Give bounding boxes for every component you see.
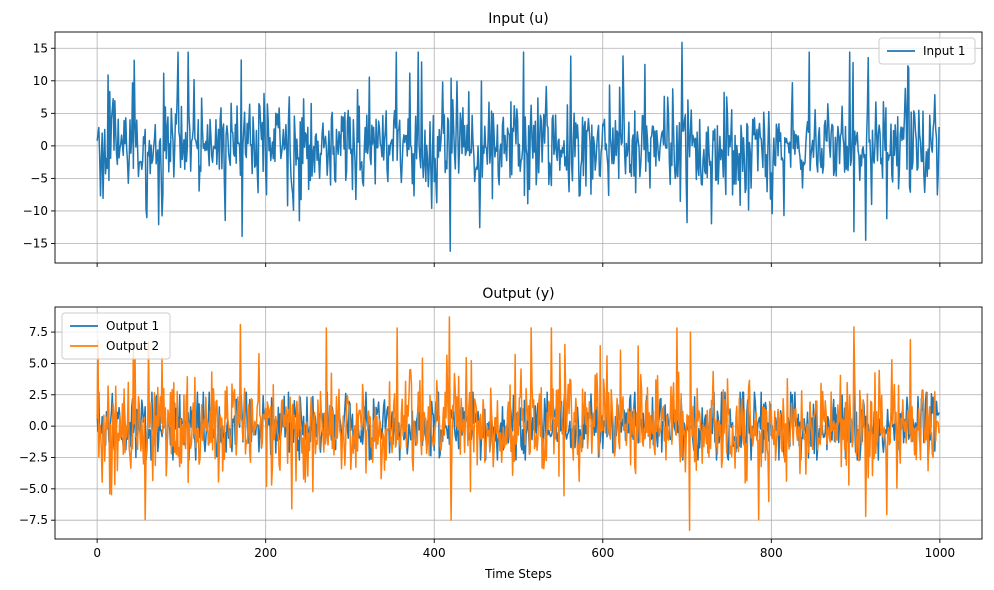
subplot-title: Input (u) [488,11,549,27]
y-tick-label: 15 [33,41,48,55]
y-tick-label: −2.5 [19,450,48,464]
subplot-title: Output (y) [482,286,554,302]
y-tick-label: −5 [30,171,48,185]
y-tick-label: −15 [23,236,48,250]
legend-label: Output 1 [106,319,159,333]
y-tick-label: 0.0 [29,419,48,433]
legend-frame [61,312,171,360]
x-tick-label: 200 [254,546,277,560]
x-tick-label: 800 [760,546,783,560]
y-tick-label: −10 [23,204,48,218]
axes-frame [54,306,983,540]
legend-label: Output 2 [106,339,159,353]
legend: Output 1 Output 2 [61,312,171,360]
x-tick-label: 1000 [925,546,956,560]
subplot-2: 0 200 400 600 800 1000 −7.5 −5.0 −2.5 0.0 2.5 5.0 7.… [19,286,983,581]
y-tick-label: −5.0 [19,482,48,496]
legend: Input 1 [878,37,976,65]
legend-label: Input 1 [923,44,966,58]
x-tick-label: 600 [591,546,614,560]
subplot-1: −15 −10 −5 0 5 10 15 Input (u) Input 1 [23,11,983,267]
y-tick-label: 0 [40,139,48,153]
legend-frame [878,37,976,65]
y-tick-label: 5.0 [29,356,48,370]
y-tick-label: 10 [33,74,48,88]
axes-frame [54,31,983,264]
x-tick-label: 0 [93,546,101,560]
y-tick-label: 5 [40,106,48,120]
x-tick-label: 400 [423,546,446,560]
y-tick-label: 7.5 [29,325,48,339]
y-tick-label: −7.5 [19,513,48,527]
series-line-output-2 [96,316,940,531]
x-axis-label: Time Steps [484,567,552,581]
series-line-input-1 [96,41,940,253]
y-tick-label: 2.5 [29,388,48,402]
